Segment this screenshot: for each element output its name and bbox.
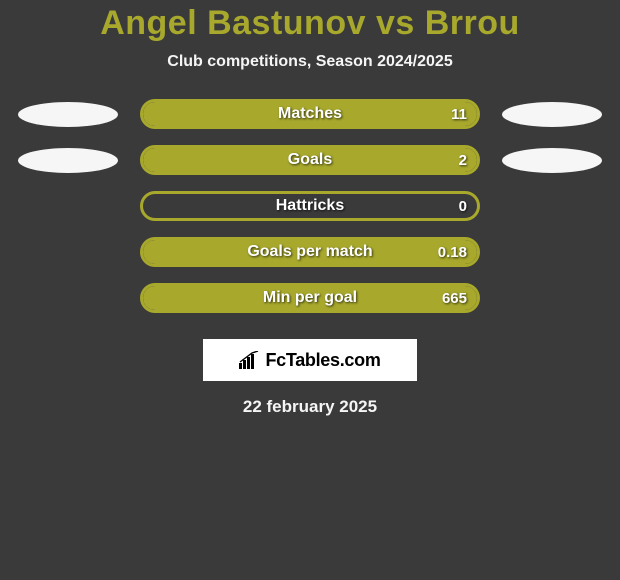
stat-pill: Min per goal665	[140, 283, 480, 313]
player-a-marker	[18, 102, 118, 127]
stat-value: 2	[459, 148, 467, 172]
stat-label: Hattricks	[143, 194, 477, 218]
stat-row: Hattricks0	[0, 191, 620, 221]
stat-row: Matches11	[0, 99, 620, 129]
stat-value: 11	[451, 102, 467, 126]
stat-value: 665	[442, 286, 467, 310]
stat-pill: Matches11	[140, 99, 480, 129]
player-b-marker	[502, 102, 602, 127]
bars-icon	[239, 351, 261, 369]
stat-label: Min per goal	[143, 286, 477, 310]
stat-label: Matches	[143, 102, 477, 126]
stat-pill: Goals2	[140, 145, 480, 175]
brand-text: FcTables.com	[265, 350, 380, 371]
stat-pill: Goals per match0.18	[140, 237, 480, 267]
snapshot-date: 22 february 2025	[0, 397, 620, 417]
stat-value: 0.18	[438, 240, 467, 264]
player-b-marker	[502, 148, 602, 173]
player-a-marker	[18, 148, 118, 173]
brand-badge[interactable]: FcTables.com	[203, 339, 417, 381]
stat-pill: Hattricks0	[140, 191, 480, 221]
stat-label: Goals per match	[143, 240, 477, 264]
stat-label: Goals	[143, 148, 477, 172]
stat-row: Min per goal665	[0, 283, 620, 313]
stats-rows: Matches11 Goals2 Hattricks0 Goals per match…	[0, 99, 620, 313]
stats-card: Angel Bastunov vs Brrou Club competition…	[0, 0, 620, 417]
stat-row: Goals per match0.18	[0, 237, 620, 267]
stat-value: 0	[459, 194, 467, 218]
season-subtitle: Club competitions, Season 2024/2025	[0, 53, 620, 71]
stat-row: Goals2	[0, 145, 620, 175]
comparison-title: Angel Bastunov vs Brrou	[0, 4, 620, 43]
